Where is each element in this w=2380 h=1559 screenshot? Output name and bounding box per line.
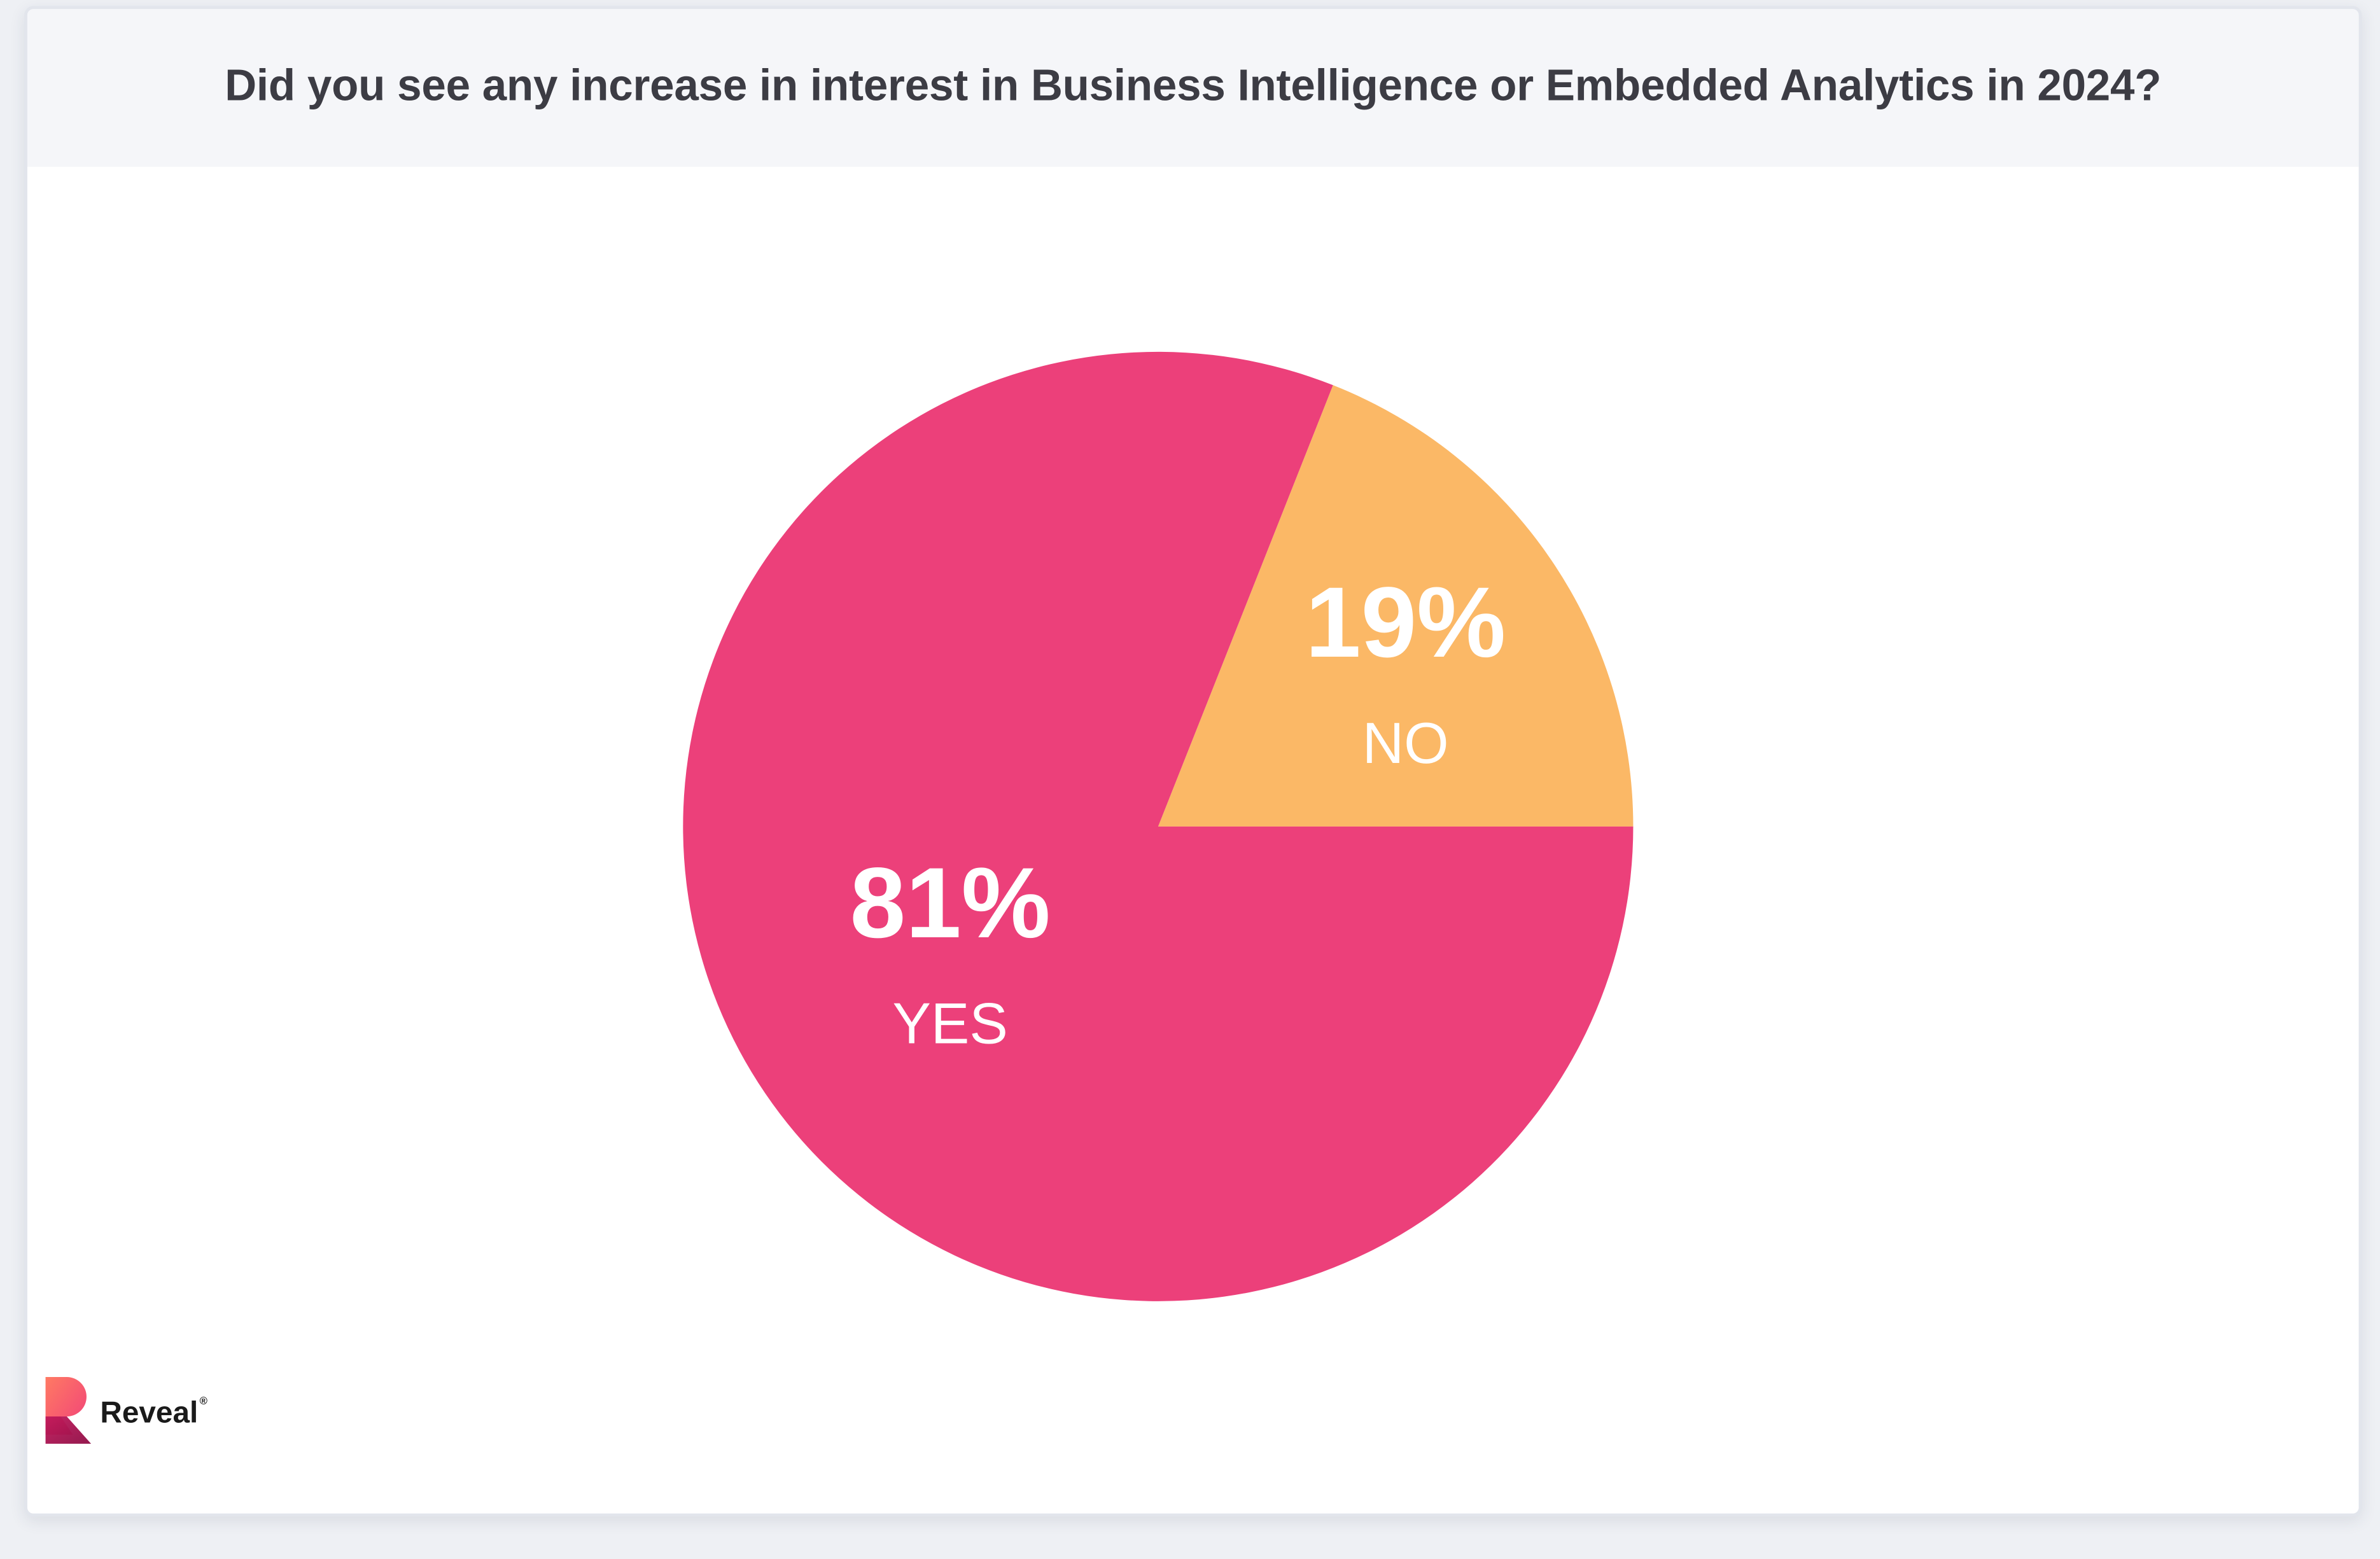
- pie-value-label-yes: 81%: [850, 848, 1051, 959]
- reveal-logo-icon: [45, 1377, 92, 1444]
- reveal-logo: Reveal ®: [43, 1374, 207, 1446]
- pie-value-label-no: 19%: [1305, 567, 1506, 678]
- reveal-logo-wordmark: Reveal ®: [100, 1396, 207, 1431]
- reveal-logo-trademark: ®: [199, 1395, 207, 1407]
- pie-slice-yes: [683, 351, 1634, 1301]
- chart-title: Did you see any increase in interest in …: [225, 61, 2162, 110]
- pie-labels: 19% NO 81% YES: [850, 567, 1506, 1056]
- chart-header: Did you see any increase in interest in …: [27, 9, 2359, 167]
- reveal-logo-text: Reveal: [100, 1395, 199, 1430]
- pie-slice-no: [1158, 385, 1634, 827]
- pie-slices: [683, 351, 1634, 1301]
- pie-category-label-no: NO: [1362, 711, 1449, 776]
- pie-category-label-yes: YES: [892, 992, 1007, 1056]
